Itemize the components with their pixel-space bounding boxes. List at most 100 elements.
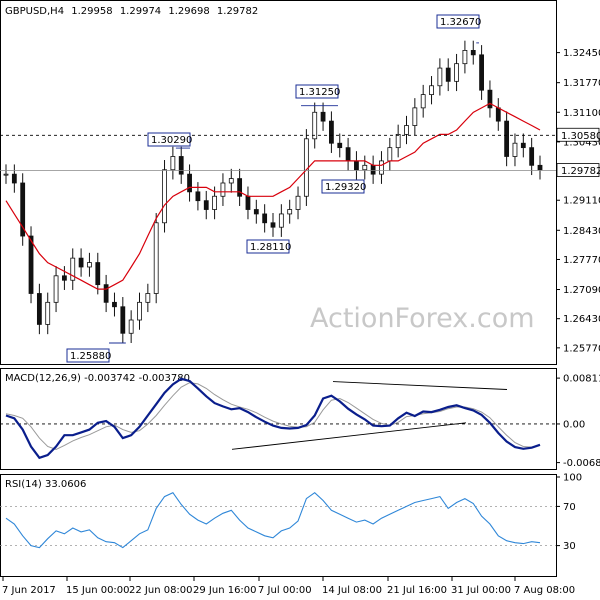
candle-body	[404, 125, 409, 135]
candle-body	[395, 133, 401, 149]
macd-trendline	[332, 381, 508, 390]
price-marks	[3, 40, 543, 343]
macd-axis: 0.008118 0.00 -0.006844	[556, 374, 600, 469]
candle-body	[445, 67, 451, 82]
candle-body	[529, 147, 535, 166]
macd-trendline	[231, 422, 467, 450]
candle-body	[170, 156, 176, 171]
time-tick-label: 14 Jul 08:00	[322, 585, 382, 596]
moving-average-line	[5, 102, 541, 290]
candle-body	[187, 173, 192, 193]
candle-body	[195, 191, 201, 202]
candle-body	[162, 169, 167, 224]
symbol-label: GBPUSD,H4	[5, 6, 64, 17]
macd-panel-frame	[0, 368, 557, 470]
low-value: 1.29698	[168, 6, 209, 17]
candle-body	[429, 85, 434, 96]
candle-body	[28, 235, 34, 294]
rsi-tick-label: 30	[563, 541, 576, 552]
time-tick-label: 29 Jun 16:00	[193, 585, 257, 596]
candle-body	[95, 262, 101, 286]
pivot-label-box	[147, 132, 191, 147]
candle-body	[345, 147, 351, 162]
candle-body	[420, 94, 426, 109]
candle-body	[287, 209, 293, 215]
time-tick-label: 7 Jul 00:00	[258, 585, 312, 596]
candle-body	[62, 275, 67, 281]
macd-tick-label: 0.008118	[563, 374, 600, 385]
price-tick-label: 1.30430	[563, 137, 600, 148]
macd-header: MACD(12,26,9) -0.003742 -0.003780	[5, 373, 190, 384]
candle-body	[45, 301, 51, 325]
current-price-label: 1.29782	[561, 166, 600, 177]
rsi-tick-label: 100	[563, 473, 582, 484]
price-tick-label: 1.26430	[563, 314, 600, 325]
candle-body	[362, 164, 368, 171]
candle-body	[370, 164, 376, 175]
rsi-line	[5, 491, 541, 549]
candle-body	[153, 222, 159, 294]
candle-body	[270, 222, 276, 228]
candle-body	[337, 142, 343, 149]
rsi-axis: 100 70 30	[556, 473, 582, 552]
candle-body	[228, 178, 234, 184]
time-tick-label: 7 Jun 2017	[2, 585, 56, 596]
pivot-label: 1.29320	[325, 182, 366, 193]
candle-body	[487, 89, 493, 109]
candle-body	[220, 182, 226, 197]
rsi-tick-label: 70	[563, 502, 576, 513]
price-tick-label: 1.27770	[563, 255, 600, 266]
price-reference-lines: 1.30580 1.29782	[0, 127, 600, 177]
candle-body	[253, 209, 259, 215]
candle-body	[512, 142, 518, 157]
rsi-panel-frame	[0, 474, 557, 577]
candle-body	[295, 195, 301, 210]
pivot-label-box	[321, 179, 365, 194]
high-value: 1.29974	[120, 6, 161, 17]
price-tick-label: 1.32450	[563, 48, 600, 59]
candle-body	[462, 50, 468, 65]
candle-body	[203, 200, 209, 210]
rsi-marks	[0, 491, 556, 549]
candle-body	[454, 63, 459, 82]
price-tick-label: 1.28430	[563, 226, 600, 237]
candle-body	[412, 107, 418, 126]
macd-line	[5, 377, 541, 460]
candle-body	[3, 173, 9, 176]
pivot-label: 1.25880	[70, 351, 111, 362]
candle-body	[320, 111, 326, 122]
candle-body	[379, 160, 384, 175]
candle-body	[387, 147, 393, 162]
candle-body	[329, 120, 334, 144]
candle-body	[11, 173, 17, 184]
pivot-label: 1.28110	[250, 242, 291, 253]
candle-body	[537, 164, 543, 171]
candle-body	[437, 67, 443, 87]
candle-body	[20, 182, 26, 237]
candle-body	[70, 257, 76, 281]
candle-body	[212, 195, 217, 210]
pivot-label: 1.32670	[440, 17, 481, 28]
candle-body	[87, 262, 92, 268]
candle-body	[120, 306, 126, 334]
candle-body	[278, 213, 284, 228]
candle-body	[495, 107, 501, 122]
time-tick-label: 7 Aug 08:00	[514, 585, 575, 596]
candle-body	[479, 54, 484, 91]
macd-tick-label: 0.00	[563, 419, 585, 430]
candle-body	[103, 284, 109, 303]
candle-body	[145, 293, 151, 303]
candle-body	[112, 301, 117, 308]
close-value: 1.29782	[217, 6, 258, 17]
time-axis: 7 Jun 2017 15 Jun 00:00 22 Jun 08:00 29 Jun…	[2, 577, 575, 596]
time-tick-label: 22 Jun 08:00	[129, 585, 193, 596]
price-tick-label: 1.25770	[563, 343, 600, 354]
candle-body	[237, 178, 243, 197]
candle-body	[504, 120, 510, 157]
rsi-header: RSI(14) 33.0606	[5, 479, 86, 490]
time-tick-label: 15 Jun 00:00	[66, 585, 130, 596]
pivot-label-box	[436, 14, 480, 29]
pivot-label-box	[246, 239, 290, 254]
pivot-label: 1.30290	[151, 135, 192, 146]
